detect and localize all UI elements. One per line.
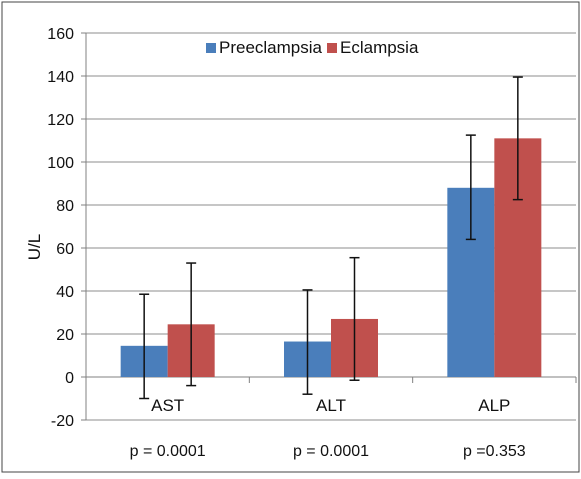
y-tick-label: -20 <box>51 413 74 430</box>
y-tick-label: 0 <box>65 370 74 387</box>
x-category-label: ALP <box>478 396 510 415</box>
label-layer: -20 0 20 40 60 80 100 120 140 160 AST p = 0.0001 ALT… <box>47 26 525 460</box>
legend-swatch-eclampsia <box>327 43 337 53</box>
y-tick-label: 60 <box>56 241 74 258</box>
y-tick-label: 100 <box>47 155 74 172</box>
y-tick-label: 40 <box>56 284 74 301</box>
legend-swatch-preeclampsia <box>206 43 216 53</box>
p-value-annotation: p =0.353 <box>463 443 526 460</box>
x-category-label: ALT <box>316 396 346 415</box>
legend-label-preeclampsia: Preeclampsia <box>219 38 323 57</box>
y-tick-label: 120 <box>47 112 74 129</box>
legend-label-eclampsia: Eclampsia <box>340 38 419 57</box>
p-value-annotation: p = 0.0001 <box>130 443 206 460</box>
p-value-annotation: p = 0.0001 <box>293 443 369 460</box>
legend: Preeclampsia Eclampsia <box>206 38 419 57</box>
y-tick-label: 80 <box>56 198 74 215</box>
error-bar-layer <box>139 76 523 400</box>
x-category-label: AST <box>151 396 184 415</box>
y-tick-label: 140 <box>47 69 74 86</box>
y-tick-label: 160 <box>47 26 74 43</box>
y-axis-label: U/L <box>25 234 44 260</box>
y-tick-label: 20 <box>56 327 74 344</box>
